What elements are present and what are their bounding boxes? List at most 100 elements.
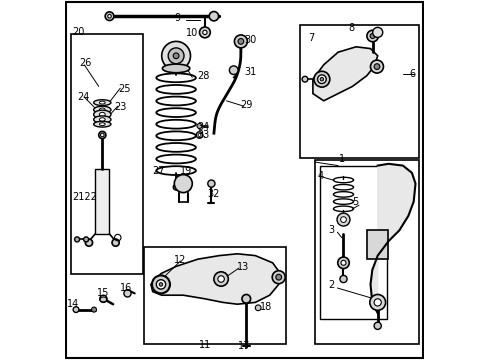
Circle shape — [199, 27, 210, 38]
Circle shape — [156, 280, 165, 289]
Circle shape — [340, 260, 346, 265]
Circle shape — [207, 180, 215, 187]
Circle shape — [373, 322, 381, 329]
Polygon shape — [312, 47, 377, 101]
Polygon shape — [370, 164, 415, 313]
Circle shape — [373, 299, 381, 306]
Text: 14: 14 — [67, 299, 80, 309]
Text: 13: 13 — [236, 262, 248, 272]
Text: 26: 26 — [79, 58, 91, 68]
Circle shape — [152, 275, 170, 293]
Ellipse shape — [94, 100, 111, 105]
Text: 10: 10 — [186, 28, 198, 38]
Text: 17: 17 — [237, 341, 249, 351]
Circle shape — [336, 213, 349, 226]
Bar — [314, 160, 418, 344]
Text: 1: 1 — [338, 154, 344, 164]
Circle shape — [197, 123, 202, 129]
Circle shape — [320, 77, 323, 81]
Circle shape — [229, 66, 238, 75]
Text: 8: 8 — [348, 23, 354, 33]
Circle shape — [340, 217, 346, 222]
Text: 23: 23 — [114, 102, 126, 112]
Text: 24: 24 — [77, 92, 89, 102]
Circle shape — [198, 134, 201, 136]
Bar — [95, 169, 109, 234]
Ellipse shape — [94, 116, 111, 123]
Circle shape — [339, 275, 346, 283]
Circle shape — [373, 64, 379, 69]
Circle shape — [242, 294, 250, 303]
Text: 2122: 2122 — [72, 192, 97, 202]
Circle shape — [234, 35, 247, 48]
Bar — [300, 25, 418, 158]
Circle shape — [203, 30, 206, 35]
Circle shape — [75, 237, 80, 242]
Ellipse shape — [94, 121, 111, 127]
Circle shape — [372, 27, 382, 37]
Ellipse shape — [99, 108, 105, 112]
Text: 18: 18 — [259, 302, 271, 312]
Text: 15: 15 — [97, 288, 109, 298]
Text: 4: 4 — [317, 171, 323, 181]
Bar — [320, 166, 386, 319]
Circle shape — [168, 48, 183, 64]
Text: 6: 6 — [409, 69, 415, 79]
Circle shape — [91, 307, 96, 312]
Circle shape — [112, 239, 119, 246]
Bar — [71, 34, 142, 274]
Text: 25: 25 — [118, 84, 130, 94]
Text: 9: 9 — [175, 13, 181, 23]
Text: 2: 2 — [327, 280, 333, 290]
Circle shape — [370, 60, 383, 73]
Circle shape — [162, 41, 190, 70]
Circle shape — [275, 274, 281, 280]
Circle shape — [85, 239, 92, 246]
Text: 30: 30 — [244, 35, 256, 45]
Circle shape — [213, 272, 228, 286]
Text: 12: 12 — [174, 255, 186, 265]
Text: 29: 29 — [240, 100, 252, 110]
Circle shape — [366, 30, 378, 42]
Circle shape — [302, 76, 307, 82]
Circle shape — [107, 14, 111, 18]
Circle shape — [272, 271, 285, 284]
Circle shape — [369, 33, 374, 39]
Ellipse shape — [99, 112, 105, 117]
Circle shape — [196, 132, 203, 138]
Circle shape — [100, 295, 107, 302]
Circle shape — [73, 307, 79, 312]
Text: 27: 27 — [152, 166, 165, 176]
Text: 19: 19 — [180, 166, 192, 176]
Circle shape — [313, 71, 329, 87]
Text: 20: 20 — [72, 27, 84, 37]
Circle shape — [238, 39, 244, 44]
Circle shape — [369, 294, 385, 310]
Circle shape — [174, 175, 192, 193]
Text: 11: 11 — [198, 340, 211, 350]
Text: 7: 7 — [308, 33, 314, 43]
Text: 16: 16 — [120, 283, 132, 293]
Polygon shape — [151, 254, 280, 304]
Text: 33: 33 — [197, 130, 209, 140]
Circle shape — [173, 53, 179, 59]
Ellipse shape — [99, 118, 105, 121]
Ellipse shape — [162, 64, 189, 73]
Circle shape — [173, 184, 179, 190]
Circle shape — [123, 290, 131, 297]
Circle shape — [101, 133, 104, 137]
Circle shape — [209, 12, 218, 21]
Circle shape — [255, 305, 261, 311]
Text: 28: 28 — [197, 71, 209, 81]
Text: 3: 3 — [327, 225, 333, 235]
Circle shape — [159, 283, 163, 286]
Circle shape — [99, 131, 106, 139]
Text: 5: 5 — [352, 197, 358, 207]
Circle shape — [83, 237, 88, 242]
Bar — [143, 247, 285, 344]
Text: 31: 31 — [244, 67, 256, 77]
Ellipse shape — [99, 101, 105, 104]
Ellipse shape — [99, 123, 105, 126]
Circle shape — [337, 257, 348, 269]
Text: 34: 34 — [197, 122, 209, 132]
